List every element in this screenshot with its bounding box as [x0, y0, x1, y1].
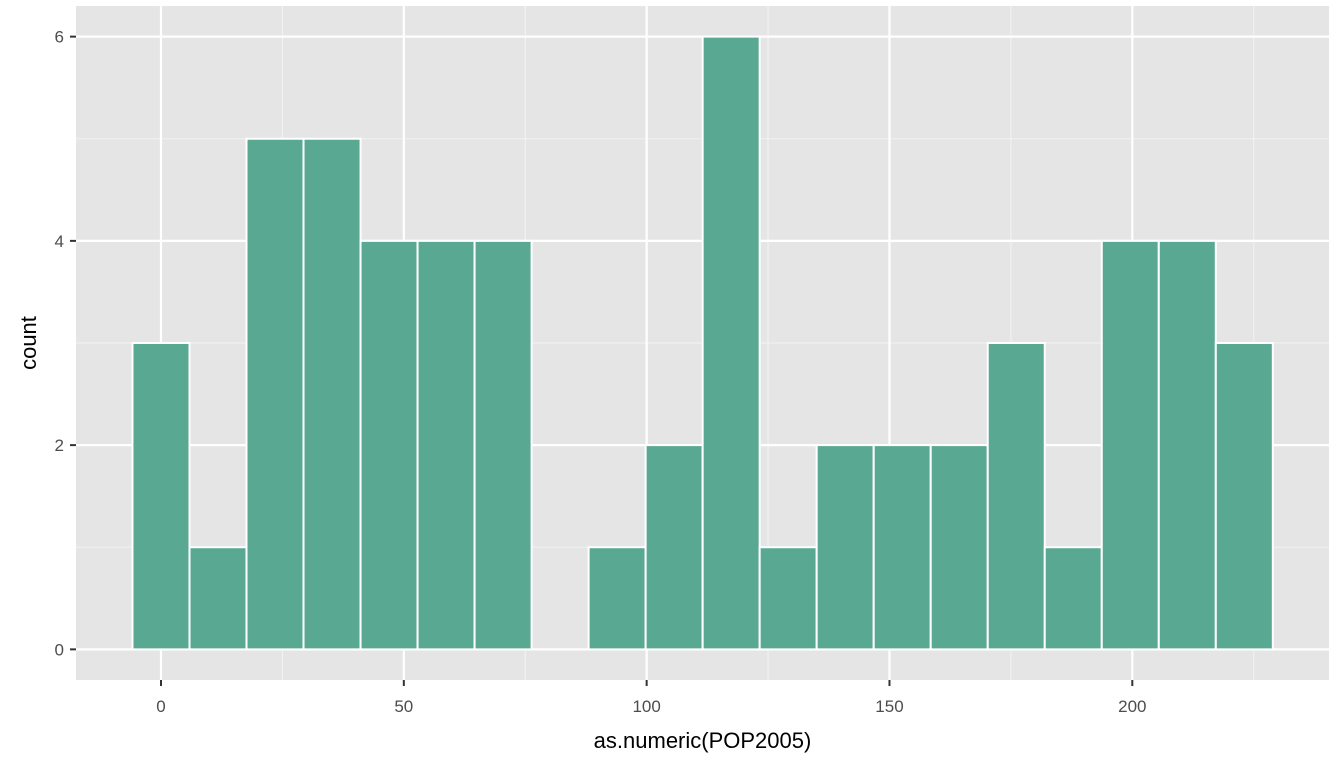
x-tick-label: 150: [875, 697, 903, 716]
x-axis-title: as.numeric(POP2005): [594, 728, 812, 753]
histogram-bar: [587, 546, 647, 651]
y-tick-label: 2: [55, 436, 64, 455]
x-tick-label: 0: [156, 697, 165, 716]
histogram-bar: [1043, 546, 1103, 651]
y-tick-label: 0: [55, 640, 64, 659]
histogram-bar: [986, 342, 1046, 651]
histogram-bar: [359, 239, 419, 651]
axis-tick-labels: 0 50 100 150 200 0 2 4 6: [55, 28, 1147, 716]
histogram-bar: [131, 342, 191, 651]
x-tick-label: 100: [632, 697, 660, 716]
histogram-bar: [188, 546, 248, 651]
histogram-bar: [473, 239, 533, 651]
y-axis-title: count: [16, 316, 41, 370]
histogram-bar: [929, 444, 989, 651]
histogram-bar: [815, 444, 875, 651]
y-tick-label: 4: [55, 232, 64, 251]
histogram-bars: [131, 35, 1274, 651]
axis-ticks: [70, 35, 1134, 686]
histogram-bar: [1157, 239, 1217, 651]
histogram-bar: [1100, 239, 1160, 651]
histogram-bar: [758, 546, 818, 651]
histogram-bar: [416, 239, 476, 651]
x-tick-label: 50: [394, 697, 413, 716]
histogram-bar: [1214, 342, 1274, 651]
histogram-bar: [245, 137, 305, 651]
histogram-bar: [872, 444, 932, 651]
histogram-bar: [302, 137, 362, 651]
histogram-bar: [701, 35, 761, 651]
histogram-bar: [644, 444, 704, 651]
x-tick-label: 200: [1118, 697, 1146, 716]
y-tick-label: 6: [55, 28, 64, 47]
